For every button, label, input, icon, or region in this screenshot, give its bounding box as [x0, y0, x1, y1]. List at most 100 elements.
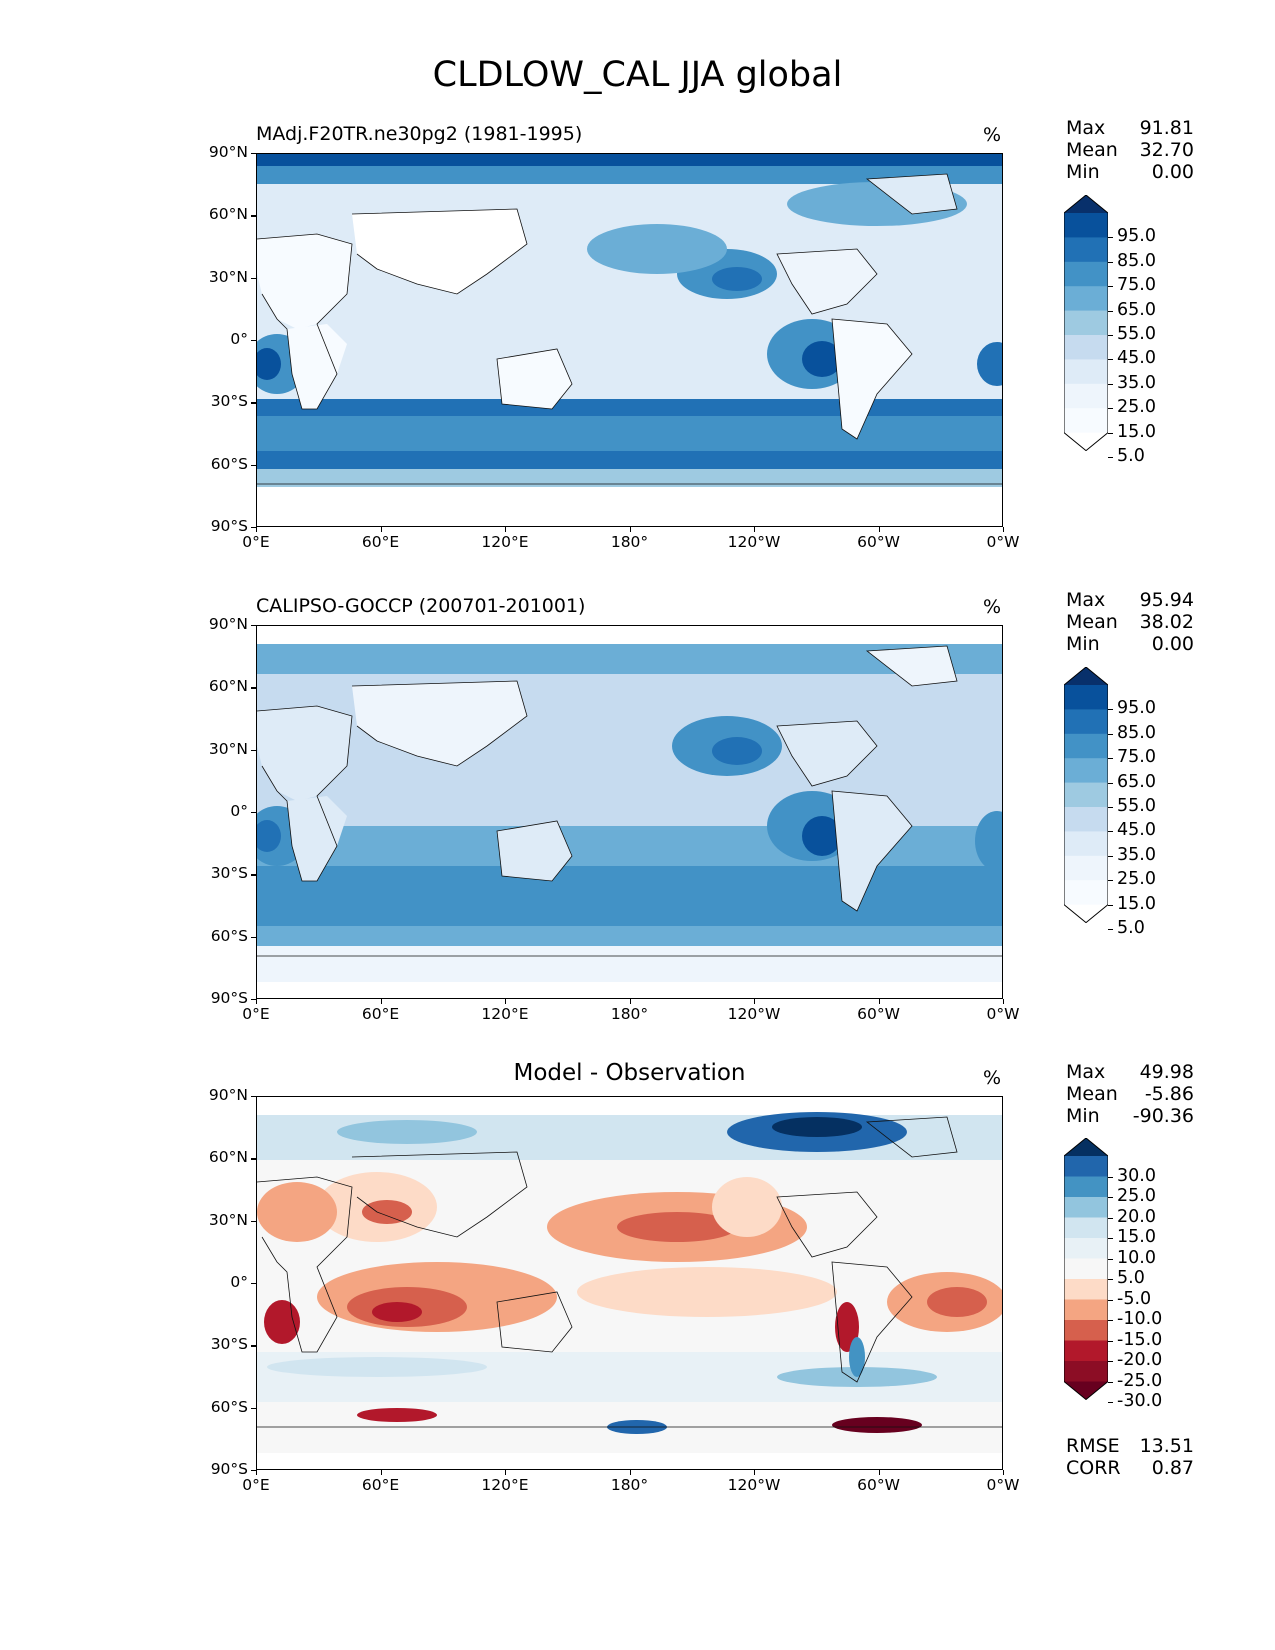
panel-1-map — [256, 153, 1003, 527]
stat-value: 95.94 — [1139, 589, 1194, 611]
lon-tick-label: 180° — [610, 533, 649, 551]
lat-tick-label: 60°S — [210, 926, 248, 945]
colorbar-band — [1064, 1279, 1108, 1300]
colorbar-tick-label: -15.0 — [1117, 1329, 1163, 1350]
lat-tick-mark — [251, 464, 256, 466]
lat-tick-label: 90°N — [208, 143, 248, 161]
colorbar-tick-label: 35.0 — [1117, 844, 1156, 865]
lat-tick-label: 60°S — [210, 1397, 248, 1416]
panel-1-stats: Max 91.81 Mean 32.70 Min 0.00 — [1066, 117, 1194, 183]
lon-tick-label: 120°E — [481, 533, 529, 551]
metric-label: CORR — [1066, 1457, 1121, 1479]
colorbar-tick-label: 45.0 — [1117, 820, 1156, 841]
lon-tick-label: 60°E — [361, 1005, 400, 1023]
antarctica-field — [257, 484, 1002, 526]
colorbar-band — [1064, 831, 1108, 857]
panel-1-units: % — [983, 124, 1002, 146]
colorbar-tick-label: -30.0 — [1117, 1391, 1163, 1411]
lat-tick-label: 60°N — [208, 1148, 248, 1167]
colorbar-tick-mark — [1108, 408, 1113, 410]
colorbar-band — [1064, 237, 1108, 263]
colorbar-tick-label: -10.0 — [1117, 1309, 1163, 1329]
colorbar-tick-mark — [1108, 904, 1113, 906]
lon-tick-label: 0°E — [242, 1005, 270, 1023]
lon-tick-mark — [380, 527, 382, 532]
colorbar-band — [1064, 782, 1108, 808]
lat-tick-mark — [251, 1158, 256, 1160]
colorbar-band — [1064, 1258, 1108, 1280]
stat-value: 0.00 — [1151, 161, 1194, 183]
lat-tick-mark — [251, 1407, 256, 1409]
colorbar-extend-min — [1064, 432, 1108, 451]
colorbar-tick-mark — [1108, 807, 1113, 808]
lon-tick-label: 180° — [610, 1005, 649, 1023]
lon-tick-mark — [256, 1470, 258, 1475]
lon-tick-mark — [878, 1470, 880, 1475]
south-america — [832, 319, 912, 439]
stat-label: Min — [1066, 1105, 1100, 1127]
panel-3-map — [256, 1096, 1003, 1470]
lat-tick-label: 60°S — [210, 454, 248, 473]
lat-tick-label: 30°N — [208, 267, 248, 286]
colorbar-tick-mark — [1108, 1238, 1113, 1239]
colorbar-tick-mark — [1108, 758, 1113, 760]
colorbar-tick-mark — [1108, 1402, 1113, 1403]
lon-tick-mark — [505, 527, 507, 532]
lon-tick-mark — [505, 999, 507, 1004]
lat-tick-mark — [251, 277, 256, 279]
panel-1-title: MAdj.F20TR.ne30pg2 (1981-1995) — [256, 123, 583, 145]
stat-value: 0.00 — [1151, 633, 1194, 655]
colorbar-tick-mark — [1108, 855, 1113, 857]
panel-1-colorbar — [1064, 195, 1108, 451]
colorbar-tick-mark — [1108, 1361, 1113, 1362]
lon-tick-mark — [380, 1470, 382, 1475]
lon-tick-label: 0°E — [242, 533, 270, 551]
colorbar-tick-mark — [1108, 432, 1113, 434]
lon-tick-mark — [256, 999, 258, 1004]
lat-tick-mark — [251, 215, 256, 217]
colorbar-tick-label: 95.0 — [1117, 698, 1156, 719]
lat-tick-mark — [251, 1345, 256, 1347]
colorbar-tick-label: 20.0 — [1117, 1206, 1156, 1227]
panel-3-colorbar — [1064, 1138, 1108, 1400]
lat-tick-mark — [251, 874, 256, 876]
figure-title: CLDLOW_CAL JJA global — [432, 55, 843, 95]
colorbar-band — [1064, 709, 1108, 735]
stat-label: Min — [1066, 633, 1100, 655]
panel-2-field — [257, 644, 1002, 982]
metric-row: CORR 0.87 — [1066, 1457, 1194, 1479]
colorbar-tick-label: 75.0 — [1117, 747, 1156, 768]
stat-row: Min 0.00 — [1066, 633, 1194, 655]
metric-value: 13.51 — [1139, 1435, 1194, 1457]
lat-tick-label: 0° — [230, 802, 248, 820]
colorbar-tick-mark — [1108, 261, 1113, 263]
colorbar-band — [1064, 733, 1108, 759]
stat-value: -90.36 — [1132, 1105, 1194, 1127]
colorbar-band — [1064, 1320, 1108, 1341]
colorbar-extend-max — [1064, 1138, 1108, 1156]
colorbar-extend-min — [1064, 904, 1108, 923]
colorbar-band — [1064, 1238, 1108, 1259]
lon-tick-mark — [1003, 1470, 1005, 1475]
colorbar-tick-label: 65.0 — [1117, 299, 1156, 320]
australia — [497, 349, 572, 409]
greenland — [867, 174, 957, 214]
lat-tick-mark — [251, 749, 256, 751]
colorbar-tick-label: 55.0 — [1117, 324, 1156, 344]
lat-tick-mark — [251, 687, 256, 689]
stat-label: Mean — [1066, 139, 1118, 161]
colorbar-band — [1064, 758, 1108, 784]
panel-2-stats: Max 95.94 Mean 38.02 Min 0.00 — [1066, 589, 1194, 655]
colorbar-band — [1064, 286, 1108, 312]
arctic-core — [257, 154, 1002, 166]
lat-tick-mark — [251, 1470, 256, 1472]
lat-tick-mark — [251, 812, 256, 814]
lon-tick-label: 180° — [610, 1476, 649, 1494]
colorbar-band — [1064, 335, 1108, 360]
colorbar-tick-label: 75.0 — [1117, 275, 1156, 296]
colorbar-tick-label: 85.0 — [1117, 250, 1156, 271]
lat-tick-label: 30°N — [208, 739, 248, 758]
lat-tick-mark — [251, 340, 256, 342]
lon-tick-mark — [878, 999, 880, 1004]
colorbar-tick-mark — [1108, 782, 1113, 784]
